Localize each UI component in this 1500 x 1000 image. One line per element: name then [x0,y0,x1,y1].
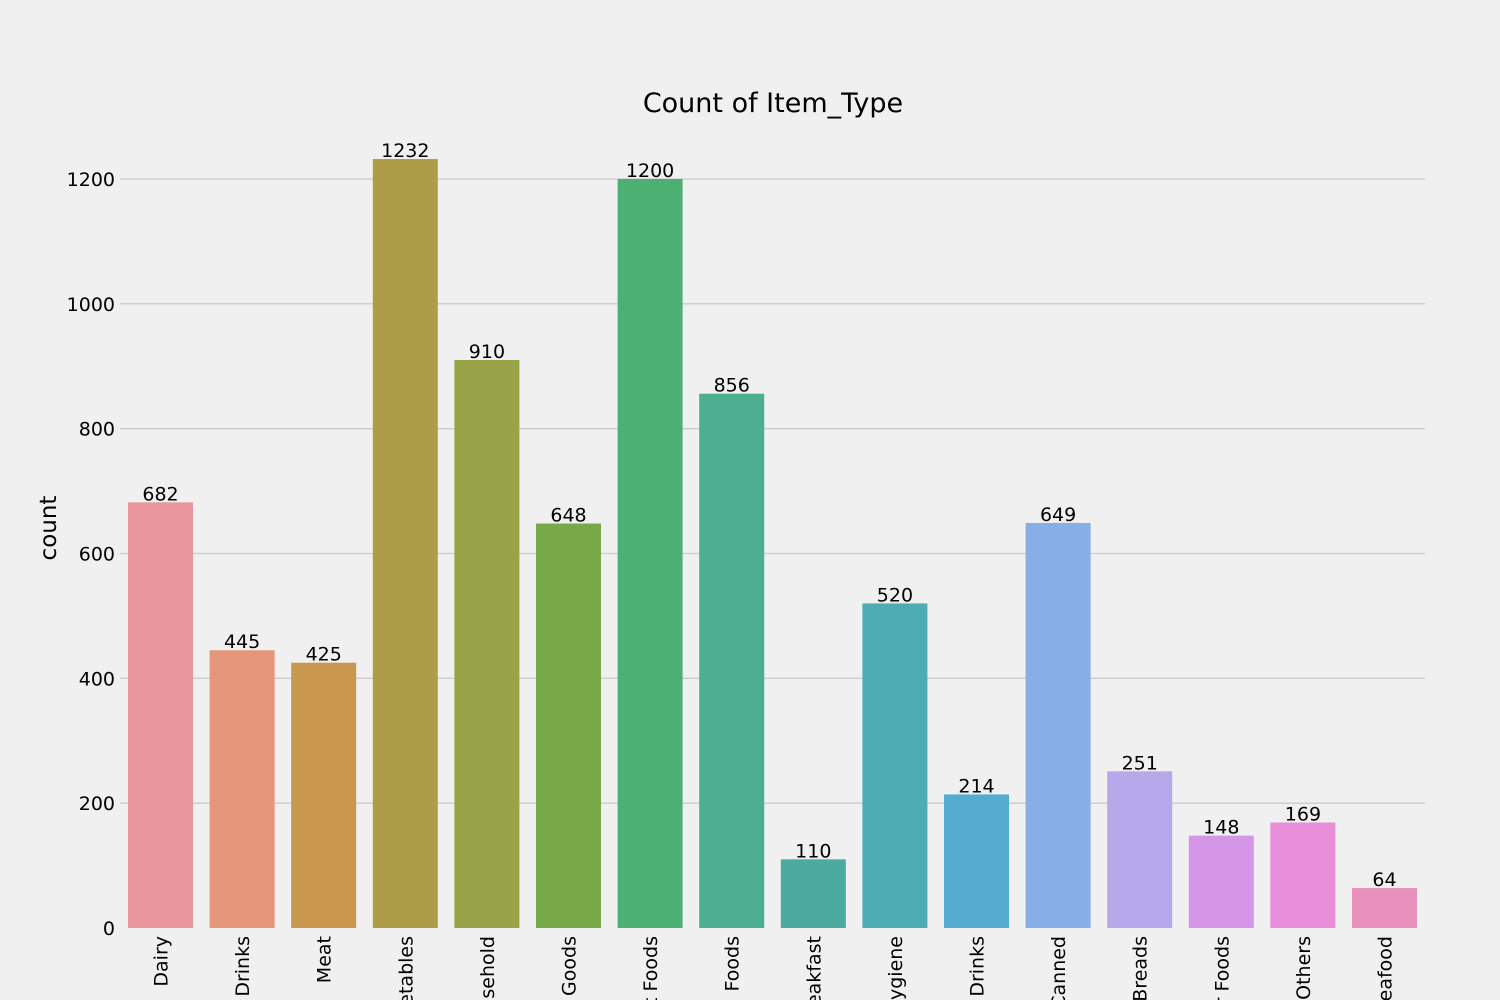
data-label: 910 [469,341,505,363]
data-label: 169 [1285,804,1321,826]
y-tick-label: 800 [79,419,115,441]
chart-title: Count of Item_Type [643,88,903,119]
data-label: 445 [224,631,260,653]
x-tick-label: Goods [559,936,581,996]
x-tick-label: Drinks [967,936,989,997]
x-tick-label: Others [1293,936,1315,1000]
x-tick-label: Foods [722,936,744,991]
bar [372,159,438,928]
data-label: 1232 [381,140,429,162]
bar [944,794,1009,928]
bar [1188,835,1254,928]
bar [699,393,765,928]
y-tick-label: 200 [79,793,115,815]
data-label: 1200 [626,160,674,182]
data-label: 520 [877,584,913,606]
x-tick-label: eakfast [803,936,825,1000]
x-tick-label: sehold [477,936,499,999]
data-label: 649 [1040,504,1076,526]
bar [780,859,846,928]
data-label: 148 [1203,817,1239,839]
bar [209,650,275,928]
bar [617,179,683,928]
data-label: 425 [306,644,342,666]
x-tick-label: Canned [1048,936,1070,1000]
x-tick-label: eafood [1375,936,1397,1000]
x-axis-ticks: Dairy Drinks Meat etables sehold Goods t Foods… [151,936,1397,1000]
x-tick-label: Dairy [151,936,173,987]
x-tick-label: Meat [314,936,336,983]
y-axis-ticks: 0 200 400 600 800 1000 1200 [67,169,115,940]
bar [1107,771,1173,928]
data-label: 648 [550,505,586,527]
x-tick-label: etables [395,936,417,1000]
data-label: 214 [958,775,994,797]
data-label: 856 [714,375,750,397]
bars [128,159,1417,929]
data-label: 110 [795,840,831,862]
y-tick-label: 0 [103,918,115,940]
bar [128,502,193,928]
bar [291,662,357,928]
x-tick-label: ygiene [885,936,907,1000]
bar [862,603,928,928]
y-axis-label: count [36,496,62,561]
data-labels: 682 445 425 1232 910 648 1200 856 110 520 214 649 25… [142,140,1396,891]
bar [1352,888,1417,928]
y-tick-label: 1000 [67,294,115,316]
y-tick-label: 400 [79,668,115,690]
data-label: 682 [142,483,178,505]
y-tick-label: 600 [79,544,115,566]
bar [536,523,601,928]
x-tick-label: r Foods [1211,936,1233,1000]
data-label: 251 [1122,752,1158,774]
bar [1270,822,1336,928]
x-tick-label: Drinks [232,936,254,997]
bar [454,360,520,929]
y-tick-label: 1200 [67,169,115,191]
data-label: 64 [1372,869,1396,891]
x-tick-label: Breads [1130,936,1152,1000]
x-tick-label: t Foods [640,936,662,1000]
bar [1025,522,1091,928]
